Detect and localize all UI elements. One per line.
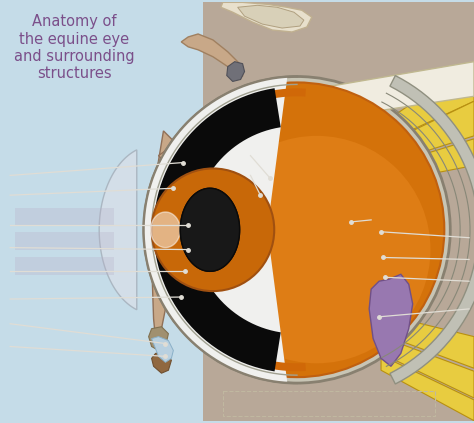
Polygon shape: [155, 88, 306, 371]
Polygon shape: [158, 141, 250, 168]
Polygon shape: [195, 200, 235, 259]
Polygon shape: [158, 286, 250, 304]
Polygon shape: [152, 337, 173, 363]
Bar: [15, 208, 114, 226]
Polygon shape: [152, 352, 172, 373]
Circle shape: [150, 82, 444, 377]
Circle shape: [203, 136, 430, 363]
Circle shape: [152, 168, 274, 291]
Polygon shape: [227, 62, 245, 82]
Polygon shape: [178, 176, 261, 284]
Polygon shape: [164, 284, 218, 297]
Polygon shape: [154, 88, 281, 371]
Text: Anatomy of
the equine eye
and surrounding
structures: Anatomy of the equine eye and surroundin…: [14, 14, 135, 81]
Bar: [5, 3, 203, 420]
Polygon shape: [381, 355, 474, 420]
Polygon shape: [371, 62, 474, 149]
Polygon shape: [369, 274, 413, 366]
Circle shape: [144, 77, 450, 383]
Bar: [15, 232, 114, 250]
Polygon shape: [151, 212, 180, 247]
Polygon shape: [221, 3, 312, 32]
Polygon shape: [312, 62, 474, 121]
Polygon shape: [371, 139, 474, 185]
Bar: [203, 3, 474, 420]
Polygon shape: [181, 34, 243, 77]
Bar: [223, 391, 436, 416]
Polygon shape: [144, 77, 287, 383]
Polygon shape: [381, 337, 474, 398]
Polygon shape: [99, 150, 137, 310]
Polygon shape: [237, 5, 304, 28]
Polygon shape: [180, 188, 240, 271]
Polygon shape: [381, 314, 474, 368]
Polygon shape: [152, 131, 178, 349]
Polygon shape: [390, 76, 474, 384]
Bar: [15, 258, 114, 275]
Polygon shape: [149, 327, 168, 350]
Polygon shape: [180, 188, 240, 271]
Polygon shape: [371, 101, 474, 168]
